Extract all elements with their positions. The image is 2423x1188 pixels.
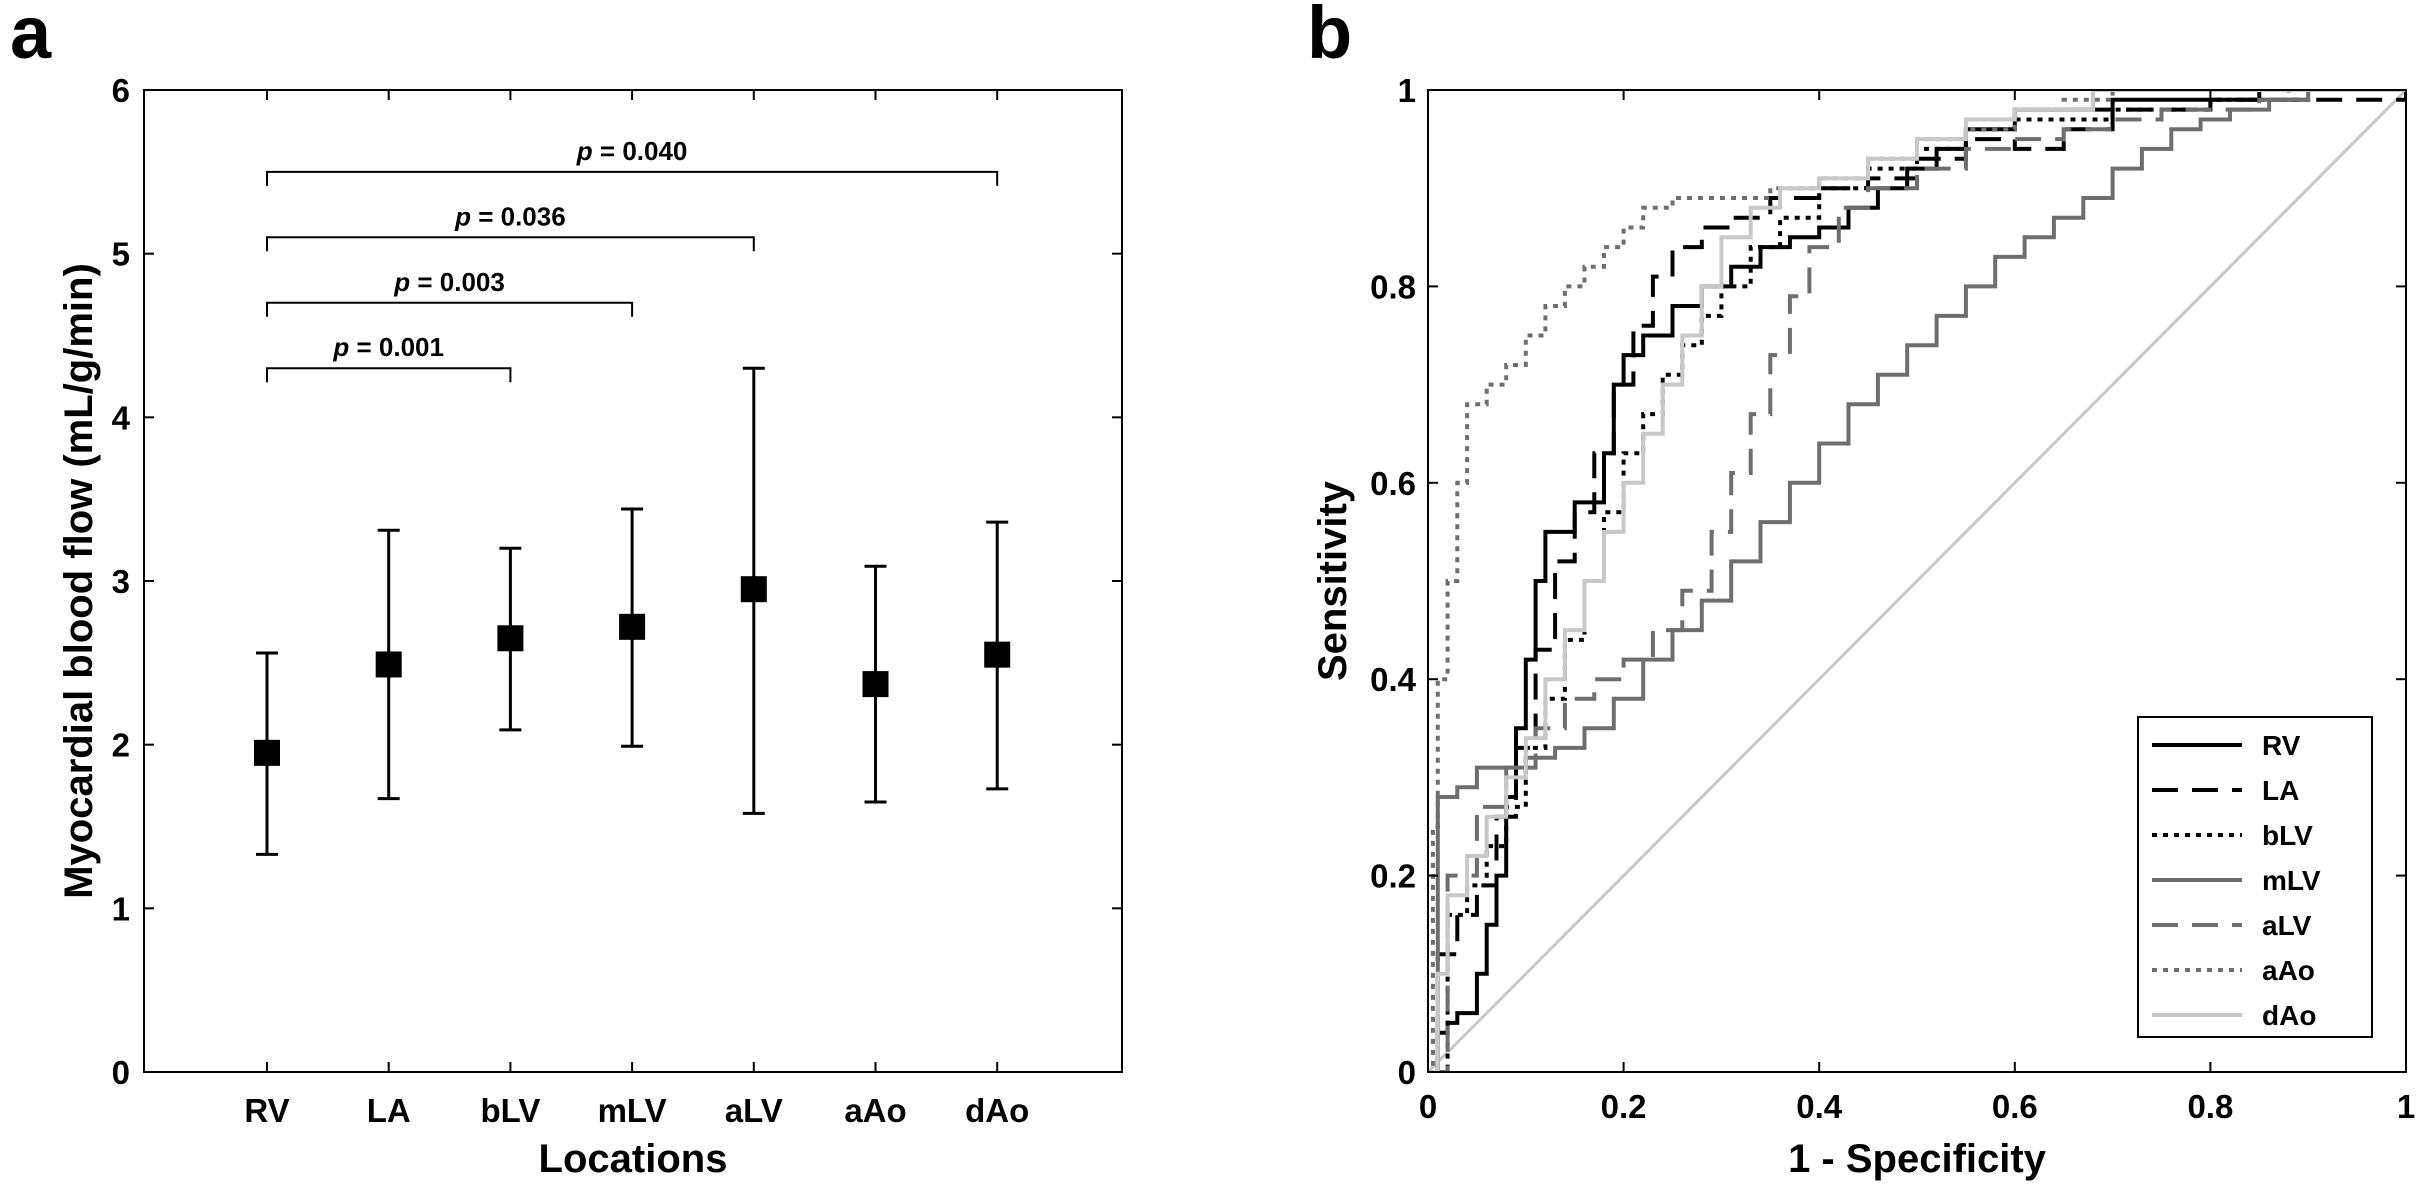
- category-label: aAo: [844, 1092, 906, 1129]
- panel-b-x-axis-title: 1 - Specificity: [1788, 1137, 2047, 1181]
- p-value: = 0.040: [593, 136, 688, 166]
- category-label: bLV: [480, 1092, 540, 1129]
- significance-label: p = 0.001: [332, 332, 444, 362]
- category-label: dAo: [965, 1092, 1029, 1129]
- mean-marker: [254, 739, 280, 766]
- roc-curve-alv: [1428, 90, 2406, 1072]
- roc-curve-mlv: [1428, 90, 2406, 1072]
- panel-b-y-axis-title: Sensitivity: [1311, 480, 1355, 681]
- legend-label-alv: aLV: [2262, 910, 2312, 941]
- y-tick-label: 6: [112, 72, 130, 109]
- panel-a-category-labels: RV LA bLV mLV aLV aAo dAo: [244, 1092, 1029, 1129]
- roc-curve-rv: [1428, 90, 2406, 1072]
- panel-b-label: b: [1307, 0, 1352, 74]
- significance-bracket: [266, 170, 999, 186]
- legend-label-aao: aAo: [2262, 955, 2315, 986]
- y-tick-label: 5: [112, 236, 130, 273]
- panel-b-legend: RV LA bLV mLV aLV aAo dAo: [2137, 716, 2373, 1038]
- mean-marker: [619, 613, 646, 640]
- p-value: = 0.036: [471, 201, 566, 231]
- panel-a-y-axis-title: Myocardial blood flow (mL/g/min): [57, 263, 101, 899]
- p-value: = 0.003: [410, 267, 505, 297]
- significance-bracket: [266, 301, 634, 317]
- category-label: RV: [244, 1092, 289, 1129]
- legend-label-mlv: mLV: [2262, 865, 2321, 896]
- y-tick-label: 2: [112, 727, 130, 764]
- y-tick-label: 1: [112, 890, 130, 927]
- panel-a-label: a: [10, 0, 52, 74]
- p-symbol: p: [393, 267, 410, 297]
- panel-a-x-axis-title: Locations: [539, 1137, 728, 1181]
- panel-b-plot-frame: [1427, 89, 2407, 1073]
- panel-b-roc-curves: [1428, 90, 2406, 1072]
- category-label: aLV: [725, 1092, 783, 1129]
- legend-box: [2137, 716, 2373, 1038]
- mean-marker: [740, 576, 767, 603]
- significance-bracket: [266, 236, 755, 252]
- x-tick-label: 0.4: [1796, 1088, 1843, 1125]
- y-tick-label: 1: [1398, 72, 1416, 109]
- x-tick-label: 0.8: [2187, 1088, 2233, 1125]
- roc-curve-blv: [1428, 90, 2406, 1072]
- p-symbol: p: [332, 332, 349, 362]
- panel-b-axis-ticks: 0 0.2 0.4 0.6 0.8 1 0 0.2 0.4 0.6 0.8 1: [1370, 72, 2415, 1125]
- panel-b-reference-line: [1428, 90, 2406, 1072]
- mean-marker: [375, 651, 402, 678]
- significance-label: p = 0.040: [576, 136, 688, 166]
- y-tick-label: 0.2: [1370, 858, 1416, 895]
- category-label: LA: [367, 1092, 411, 1129]
- panel-a-y-ticks: 0 1 2 3 4 5 6: [112, 72, 1122, 1091]
- mean-marker: [862, 671, 889, 698]
- legend-label-la: LA: [2262, 775, 2299, 806]
- x-tick-label: 0.2: [1601, 1088, 1647, 1125]
- y-tick-label: 0.4: [1370, 661, 1417, 698]
- legend-label-rv: RV: [2262, 730, 2301, 761]
- p-value: = 0.001: [349, 332, 444, 362]
- mean-marker: [984, 641, 1011, 668]
- legend-label-dao: dAo: [2262, 1000, 2316, 1031]
- panel-b: b 0 0.2 0.4 0.6 0.8 1 0 0.2 0.4 0.6 0.8 1 RV LA bLV mL…: [1307, 0, 2415, 1181]
- significance-bracket: [266, 367, 512, 383]
- p-symbol: p: [454, 201, 471, 231]
- panel-a-errorbars: [254, 366, 1011, 856]
- significance-label: p = 0.036: [454, 201, 566, 231]
- significance-label: p = 0.003: [393, 267, 505, 297]
- y-tick-label: 0: [1398, 1054, 1416, 1091]
- p-symbol: p: [576, 136, 593, 166]
- y-tick-label: 3: [112, 563, 130, 600]
- x-tick-label: 1: [2397, 1088, 2415, 1125]
- roc-curve-dao: [1428, 90, 2406, 1072]
- diagonal-reference-line: [1428, 90, 2406, 1072]
- y-tick-label: 0.6: [1370, 465, 1416, 502]
- legend-label-blv: bLV: [2262, 820, 2313, 851]
- y-tick-label: 0: [112, 1054, 130, 1091]
- y-tick-label: 0.8: [1370, 268, 1416, 305]
- mean-marker: [497, 625, 524, 652]
- category-label: mLV: [598, 1092, 667, 1129]
- x-tick-label: 0.6: [1992, 1088, 2038, 1125]
- y-tick-label: 4: [112, 399, 131, 436]
- x-tick-label: 0: [1419, 1088, 1437, 1125]
